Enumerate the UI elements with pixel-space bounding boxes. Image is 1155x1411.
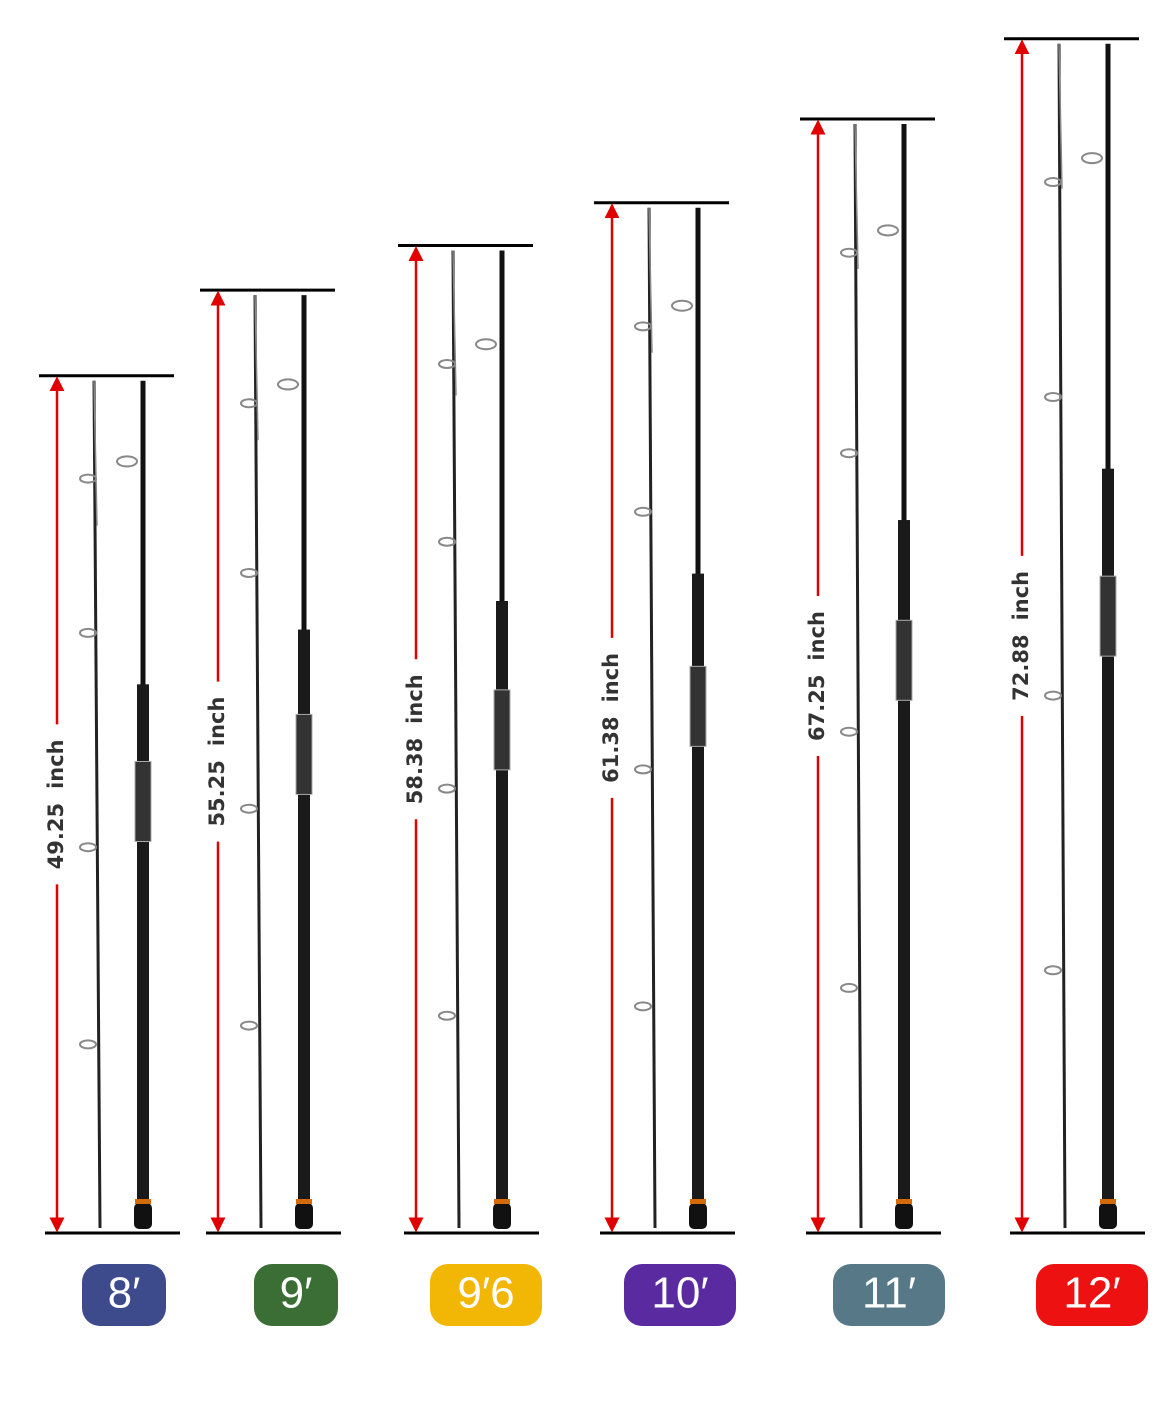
rod-tip: [92, 380, 102, 1229]
rod-guide: [277, 378, 299, 391]
size-badge: [254, 1264, 338, 1326]
length-label: 67.25 inch: [805, 611, 829, 741]
rod-guide: [79, 627, 97, 638]
rod-guide: [671, 299, 693, 312]
rod-tip: [253, 295, 263, 1229]
rod-tip-upper: [93, 380, 98, 526]
rod-tip-upper: [254, 295, 259, 441]
rod-group: 49.25 inch 8′: [39, 374, 180, 1326]
rod-tip: [1057, 43, 1067, 1229]
rod-tip: [647, 207, 657, 1229]
rod-guide: [240, 398, 258, 409]
rod-guide: [79, 1039, 97, 1050]
length-value: 55.25: [205, 760, 229, 826]
rod-tip: [853, 124, 863, 1229]
rod-guide: [634, 506, 652, 517]
rod-guide: [1044, 690, 1062, 701]
rod-guide: [840, 247, 858, 258]
size-badge: [430, 1264, 542, 1326]
rod-guide: [240, 1020, 258, 1031]
rod-guide: [1044, 965, 1062, 976]
butt-cap: [134, 1203, 152, 1229]
butt-ring: [896, 1199, 912, 1204]
reel-seat: [1099, 575, 1117, 657]
length-unit: inch: [805, 611, 829, 661]
size-label: 11′: [862, 1269, 916, 1318]
rod-guide: [438, 536, 456, 547]
size-label: 8′: [108, 1269, 141, 1318]
size-badge: [1036, 1264, 1148, 1326]
rod-guide: [116, 455, 138, 468]
rod-tip-upper: [854, 123, 859, 270]
butt-cap: [493, 1203, 511, 1229]
length-value: 72.88: [1009, 634, 1033, 700]
size-badge: [624, 1264, 736, 1326]
rod-guide: [1081, 152, 1103, 165]
length-value: 49.25: [44, 803, 68, 869]
length-unit: inch: [599, 653, 623, 703]
length-value: 58.38: [403, 738, 427, 804]
butt-ring: [1100, 1199, 1116, 1204]
size-label: 10′: [651, 1269, 708, 1318]
butt-ring: [296, 1199, 312, 1204]
butt-ring: [690, 1199, 706, 1204]
rod-group: 72.88 inch 12′: [1004, 37, 1148, 1326]
size-label: 9′6: [457, 1269, 514, 1318]
rod-guide: [840, 448, 858, 459]
butt-cap: [1099, 1203, 1117, 1229]
length-unit: inch: [403, 674, 427, 724]
length-value: 61.38: [599, 716, 623, 782]
length-label: 72.88 inch: [1009, 571, 1033, 701]
rod-guide: [438, 783, 456, 794]
rod-tip-upper: [648, 207, 653, 353]
rod-guide: [1044, 177, 1062, 188]
size-label: 9′: [280, 1269, 313, 1318]
length-value: 67.25: [805, 675, 829, 741]
size-badge: [833, 1264, 945, 1326]
rod-group: 61.38 inch 10′: [594, 201, 736, 1326]
length-unit: inch: [44, 739, 68, 789]
reel-seat: [295, 713, 313, 795]
rod-tip-upper: [1058, 43, 1063, 189]
length-label: 58.38 inch: [403, 674, 427, 804]
length-label: 61.38 inch: [599, 653, 623, 783]
size-badge: [82, 1264, 166, 1326]
rod-group: 58.38 inch 9′6: [398, 244, 542, 1326]
reel-seat: [689, 665, 707, 747]
length-label: 49.25 inch: [44, 739, 68, 869]
reel-seat: [895, 619, 913, 701]
length-unit: inch: [1009, 571, 1033, 621]
rod-group: 55.25 inch 9′: [200, 288, 341, 1326]
rod-guide: [79, 842, 97, 853]
rod-guide: [240, 803, 258, 814]
size-label: 12′: [1063, 1269, 1120, 1318]
rod-guide: [475, 338, 497, 351]
rod-guide: [840, 726, 858, 737]
rod-guide: [79, 473, 97, 484]
rod-guide: [634, 321, 652, 332]
butt-cap: [295, 1203, 313, 1229]
rod-guide: [438, 359, 456, 370]
rod-tip: [451, 250, 461, 1229]
butt-cap: [895, 1203, 913, 1229]
butt-cap: [689, 1203, 707, 1229]
butt-ring: [494, 1199, 510, 1204]
rod-guide: [877, 224, 899, 237]
length-label: 55.25 inch: [205, 697, 229, 827]
reel-seat: [134, 760, 152, 842]
rod-guide: [1044, 392, 1062, 403]
length-unit: inch: [205, 697, 229, 747]
rod-guide: [240, 567, 258, 578]
rod-guide: [840, 982, 858, 993]
butt-ring: [135, 1199, 151, 1204]
rod-group: 67.25 inch 11′: [800, 117, 945, 1326]
rod-guide: [634, 1001, 652, 1012]
rod-tip-upper: [452, 250, 457, 396]
reel-seat: [493, 689, 511, 771]
rod-guide: [438, 1010, 456, 1021]
rod-guide: [634, 764, 652, 775]
